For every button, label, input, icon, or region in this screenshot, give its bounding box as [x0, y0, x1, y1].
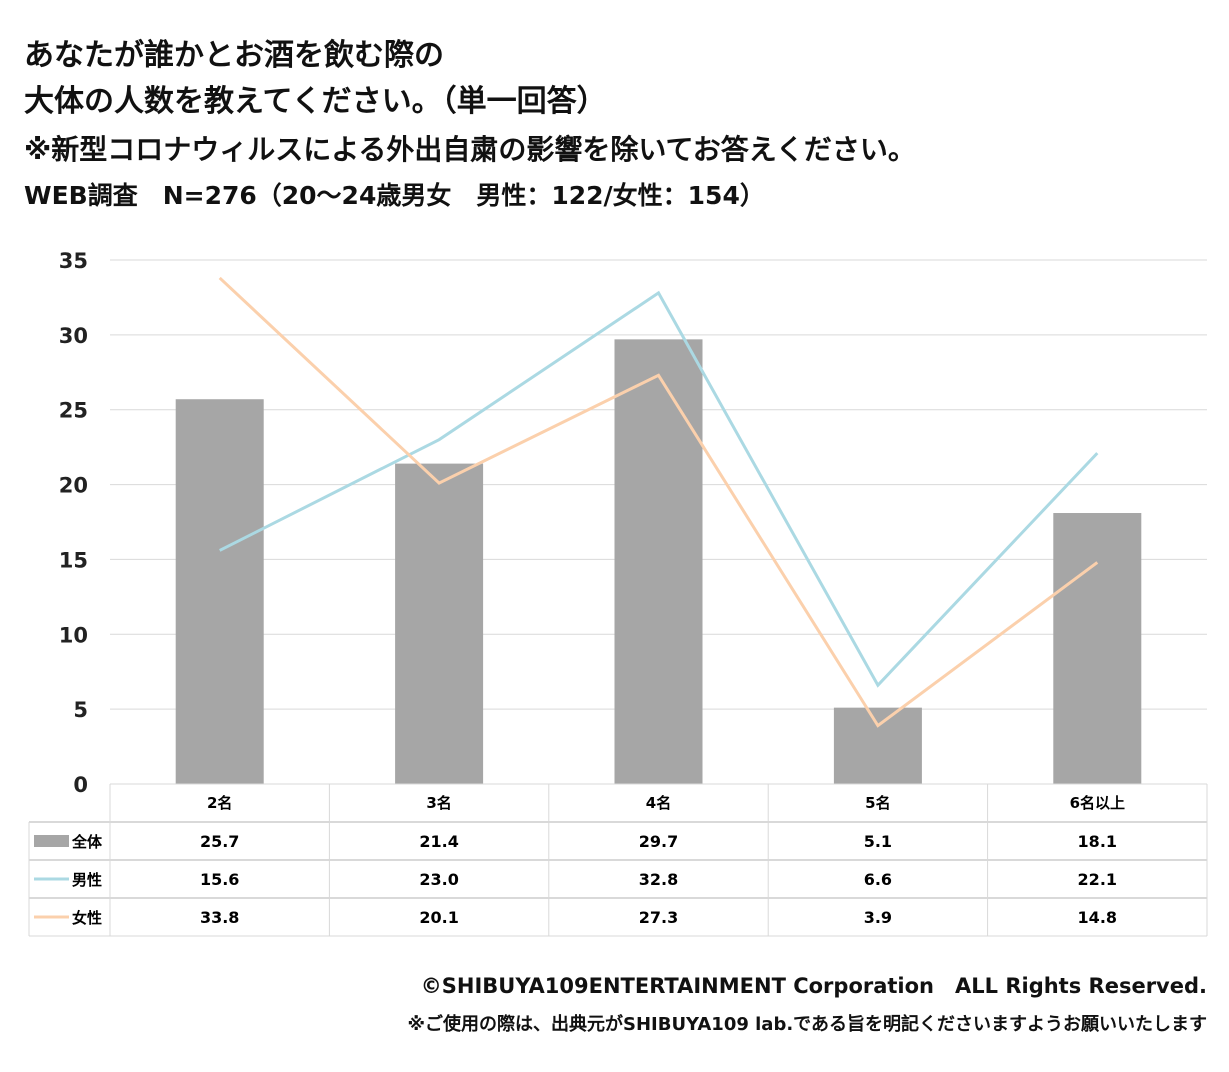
data-label: 21.4	[419, 832, 458, 851]
bar-全体	[1053, 513, 1142, 784]
legend-swatch-全体	[34, 835, 69, 847]
y-tick-label: 10	[59, 623, 88, 647]
legend-label: 女性	[72, 909, 102, 927]
chart-note: ※新型コロナウィルスによる外出自粛の影響を除いてお答えください。	[24, 133, 916, 166]
chart-title-line2: 大体の人数を教えてください。（単一回答）	[24, 84, 607, 119]
line-男性	[219, 290, 1099, 688]
y-tick-label: 25	[59, 399, 88, 423]
data-label: 15.6	[200, 870, 239, 889]
line-女性	[218, 276, 1099, 728]
bar-全体	[833, 707, 922, 784]
bar-全体	[614, 339, 703, 784]
data-label: 22.1	[1078, 870, 1117, 889]
data-label: 29.7	[639, 832, 678, 851]
x-category-label: 5名	[865, 794, 890, 812]
x-category-label: 3名	[426, 794, 451, 812]
x-category-label: 6名以上	[1070, 794, 1125, 812]
data-label: 25.7	[200, 832, 239, 851]
y-tick-label: 35	[59, 249, 88, 273]
chart-title-line1: あなたが誰かとお酒を飲む際の	[24, 38, 444, 73]
y-tick-label: 20	[59, 474, 88, 498]
footer-note: ※ご使用の際は、出典元がSHIBUYA109 lab.である旨を明記くださいます…	[407, 1014, 1208, 1035]
y-tick-label: 5	[73, 698, 88, 722]
data-label: 33.8	[200, 908, 239, 927]
y-tick-label: 30	[59, 324, 88, 348]
data-label: 18.1	[1078, 832, 1117, 851]
data-label: 20.1	[419, 908, 458, 927]
data-label: 14.8	[1078, 908, 1117, 927]
data-label: 32.8	[639, 870, 678, 889]
data-label: 5.1	[864, 832, 892, 851]
data-label: 6.6	[864, 870, 892, 889]
x-category-label: 4名	[646, 794, 671, 812]
x-category-label: 2名	[207, 794, 232, 812]
bar-全体	[395, 463, 484, 784]
bar-全体	[175, 399, 264, 784]
data-label: 3.9	[864, 908, 892, 927]
y-tick-label: 15	[59, 548, 88, 572]
legend-label: 男性	[72, 871, 102, 889]
data-label: 23.0	[419, 870, 458, 889]
y-tick-label: 0	[73, 773, 88, 797]
survey-info: WEB調査 N=276（20～24歳男女 男性：122/女性：154）	[24, 181, 765, 210]
data-label: 27.3	[639, 908, 678, 927]
legend-label: 全体	[71, 833, 103, 851]
footer-copyright: ©SHIBUYA109ENTERTAINMENT Corporation ALL…	[420, 974, 1207, 998]
